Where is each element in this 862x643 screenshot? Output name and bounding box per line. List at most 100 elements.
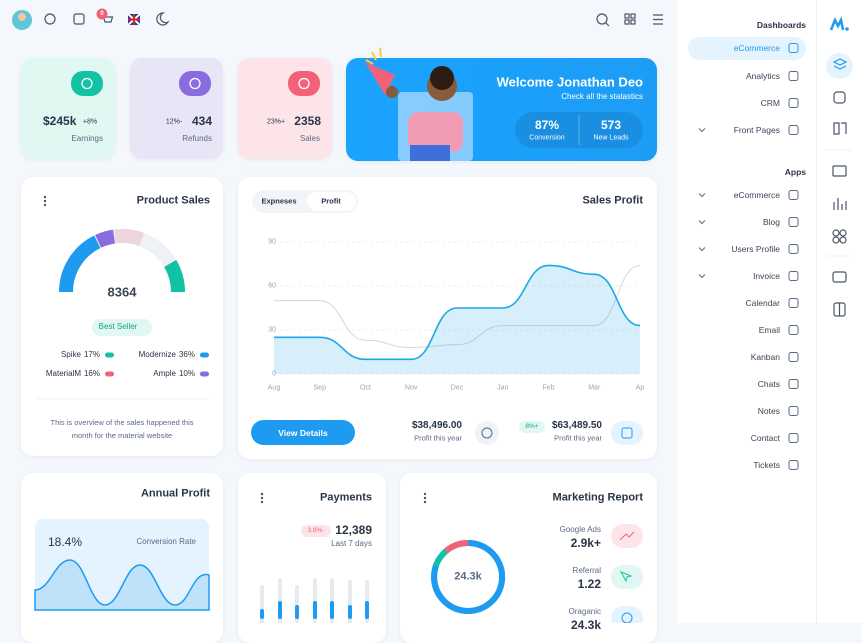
legend-name: Ample [153, 369, 176, 378]
theme-icon[interactable] [156, 12, 170, 26]
menu-icon [788, 379, 799, 389]
menu-item[interactable]: Tickets [753, 459, 780, 470]
menu-icon [788, 352, 799, 362]
y-tick-label: 90 [268, 238, 276, 246]
menu-item[interactable]: Notes [757, 405, 780, 416]
menu-icon [788, 125, 799, 135]
menu-item[interactable]: Invoice [753, 270, 780, 281]
menu-item[interactable]: Analytics [745, 70, 780, 81]
stat-label: Sales [299, 134, 320, 143]
x-tick-label: Nov [405, 384, 418, 392]
chevron [698, 193, 706, 198]
menu-icon [788, 433, 799, 443]
conversion-label: Conversion Rate [136, 537, 196, 546]
welcome-subtitle: Check all the statastics [561, 92, 643, 101]
gauge-segment [114, 229, 145, 247]
badge-bg [92, 319, 152, 336]
apps-icon[interactable] [624, 13, 630, 19]
view-details-button[interactable] [251, 420, 355, 445]
report-icon [611, 606, 643, 623]
report-label: Referral [572, 566, 601, 575]
legend-name: Spike [60, 350, 81, 359]
kebab-menu[interactable] [260, 492, 264, 504]
stat-value: $245k [43, 114, 77, 128]
product-sales-card [21, 177, 223, 456]
marketing-donut [431, 539, 506, 614]
search-icon[interactable] [596, 13, 608, 25]
menu-icon[interactable] [653, 14, 663, 25]
sales-profit-chart [274, 241, 641, 375]
summary-value: $38,496.00 [411, 420, 462, 431]
icon[interactable] [44, 13, 56, 25]
payment-bars [260, 578, 369, 623]
tab[interactable]: Expneses [261, 196, 297, 206]
kebab-menu[interactable] [423, 492, 427, 504]
card-title: Marketing Report [552, 491, 643, 504]
dashboard: 0 $245k +8% Earnings 434 12%- Refunds 2358 23%+ S… [12, 0, 862, 643]
menu-item[interactable]: eCommerce [733, 189, 780, 200]
menu-icon [788, 71, 799, 81]
icon[interactable] [73, 13, 85, 25]
gauge-segment [95, 229, 116, 248]
menu-icons [698, 43, 799, 470]
stat-icon [288, 71, 320, 96]
menu-item[interactable]: Blog [762, 216, 780, 227]
card-title: Sales Profit [582, 194, 643, 207]
legend-swatch [105, 371, 114, 377]
menu-icon [788, 43, 799, 53]
menu-item[interactable]: Kanban [750, 351, 780, 362]
report-icon [611, 524, 643, 548]
sparkline [34, 559, 210, 611]
tab-active[interactable] [307, 192, 356, 211]
stat-label: Earnings [71, 134, 103, 143]
stat-change: 23%+ [266, 118, 286, 126]
x-tick-label: Oct [360, 384, 371, 392]
legend-name: MaterialM [45, 369, 81, 378]
gauge-segment [59, 235, 101, 293]
summary-icon [611, 421, 643, 445]
gauge-segment [164, 259, 185, 293]
stat-label: Refunds [182, 134, 212, 143]
stat-icon [179, 71, 211, 96]
menu-section-title: Dashboards [756, 19, 806, 30]
x-tick-label: Mar [588, 384, 601, 392]
badge: Best Seller [98, 322, 138, 331]
x-tick-label: Sep [313, 384, 326, 392]
kebab-menu[interactable] [43, 195, 47, 207]
x-tick-label: Dec [450, 384, 464, 392]
report-value: 1.22 [577, 577, 601, 591]
illustration [365, 47, 473, 161]
area [274, 265, 640, 374]
x-tick-label: Jan [497, 384, 509, 392]
menu-icon [788, 98, 799, 108]
menu-item[interactable]: Calendar [745, 297, 781, 308]
report-value: 24.3k [570, 618, 601, 632]
menu-item[interactable]: eCommerce [733, 42, 780, 53]
sales-profit-card [238, 177, 657, 459]
menu-item[interactable]: Contact [750, 432, 780, 443]
summary-icon [475, 421, 499, 445]
legend-value: 16% [83, 369, 100, 378]
badge: 3.8%- [307, 526, 325, 534]
chevron [698, 247, 706, 252]
menu-active-bg [688, 37, 806, 60]
avatar-face [18, 13, 26, 21]
metric-value: 87% [534, 118, 560, 132]
menu-item[interactable]: Front Pages [733, 124, 780, 135]
menu-icon [788, 190, 799, 200]
report-value: 2.9k+ [570, 536, 601, 550]
tab[interactable]: Profit [321, 196, 341, 206]
rail-icons[interactable] [832, 58, 848, 317]
rail-active-bg [826, 53, 853, 79]
sidebar [677, 0, 816, 623]
legend-swatch [105, 352, 114, 358]
legend-value: 17% [83, 350, 100, 359]
menu-item[interactable]: Users Profile [731, 243, 780, 254]
menu-icon [788, 298, 799, 308]
menu-item[interactable]: CRM [760, 97, 780, 108]
card-title: Annual Profit [140, 487, 210, 500]
menu-item[interactable]: Email [758, 324, 780, 335]
button[interactable]: View Details [278, 427, 328, 438]
menu-item[interactable]: Chats [757, 378, 780, 389]
logo[interactable] [829, 16, 845, 31]
